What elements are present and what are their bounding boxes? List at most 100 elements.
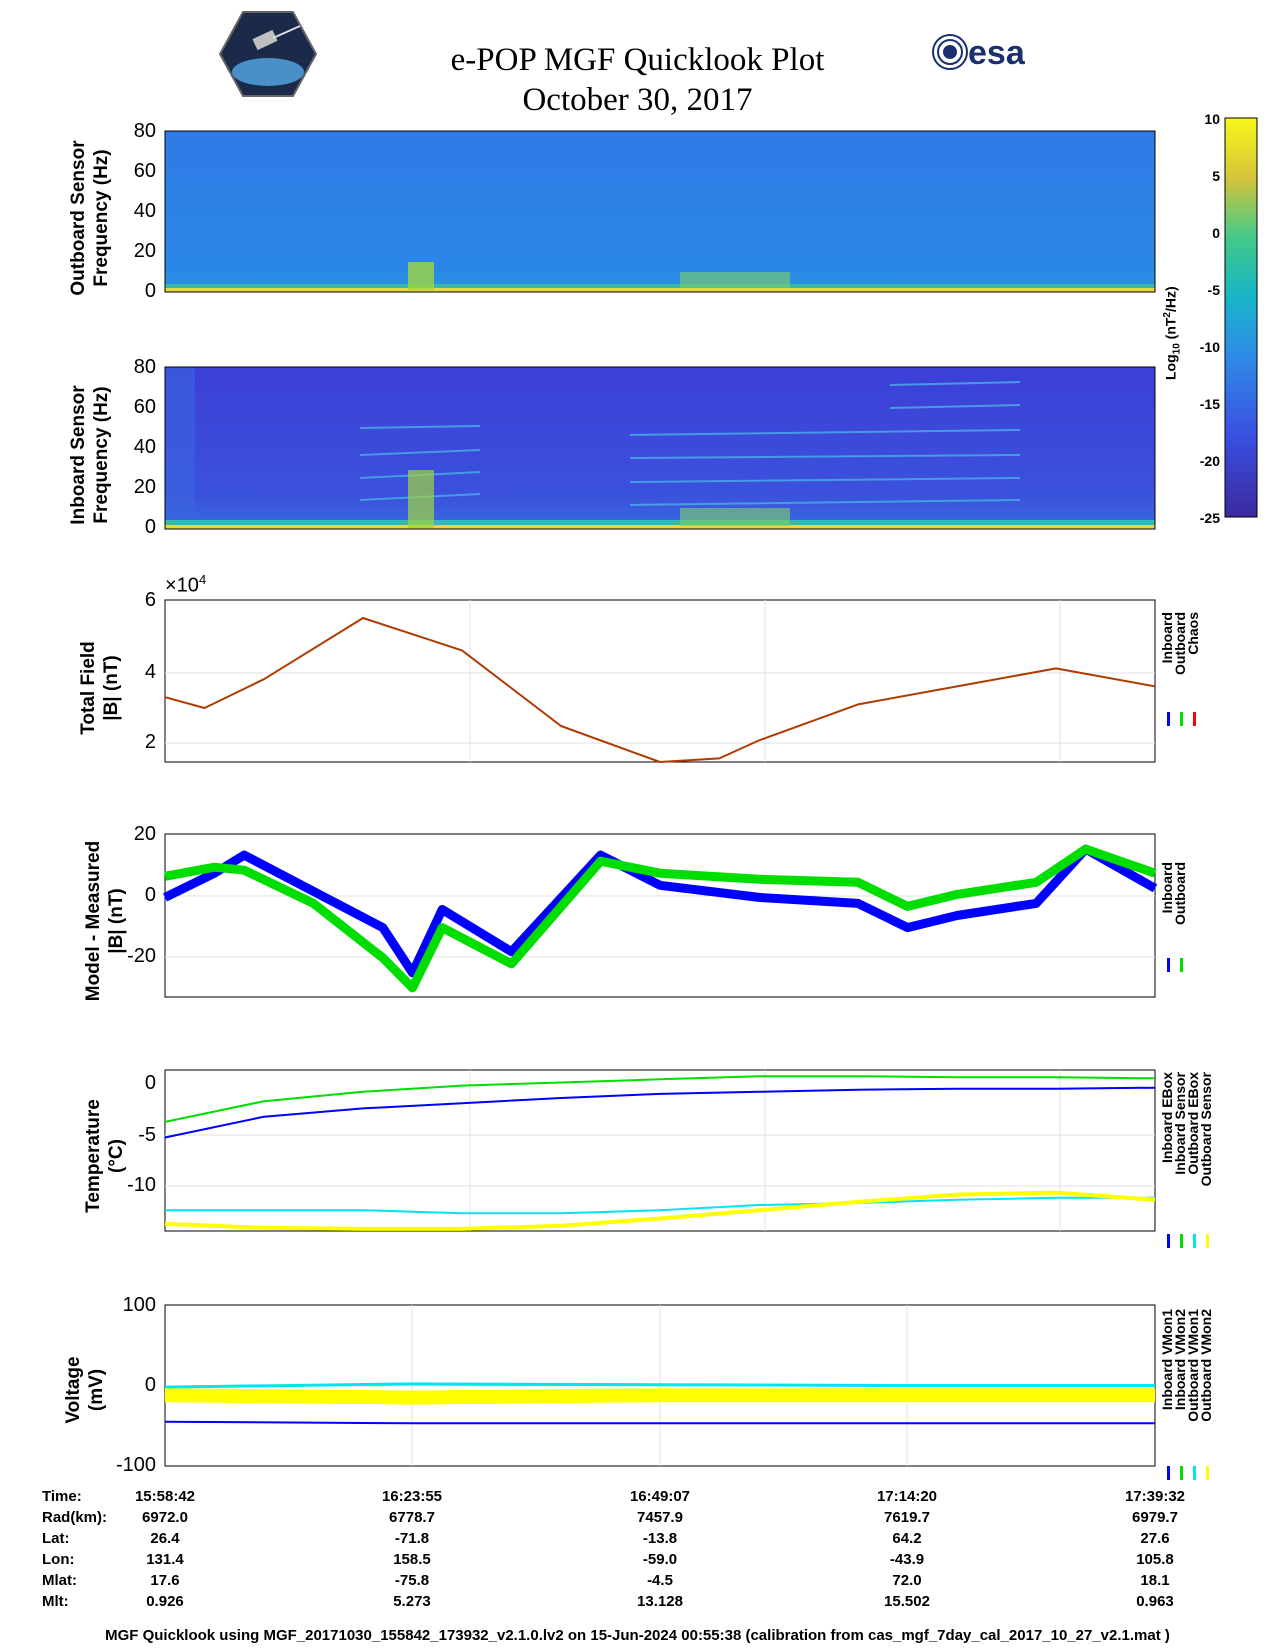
- inboard-tick: 60: [133, 396, 156, 418]
- total-tick: 2: [144, 731, 156, 753]
- model-legend-outboard: Outboard: [1172, 862, 1188, 925]
- series-inboard: [163, 844, 1158, 978]
- colorbar-tick: -5: [1207, 282, 1220, 298]
- ephem-label-lon: Lon:: [42, 1551, 75, 1568]
- ephem-value: 17:14:20: [876, 1488, 938, 1505]
- ephem-value: 105.8: [1136, 1551, 1174, 1568]
- total-tick: 6: [144, 589, 156, 611]
- ephem-label-time: Time:: [42, 1488, 82, 1505]
- ephem-value: 7619.7: [884, 1509, 930, 1526]
- legend-swatch: [1193, 712, 1196, 726]
- outboard-tick: 80: [133, 120, 156, 142]
- ephem-value: 16:49:07: [629, 1488, 691, 1505]
- colorbar-tick: -15: [1199, 396, 1220, 412]
- legend-swatch: [1193, 1234, 1196, 1248]
- voltage-tick: 0: [144, 1374, 156, 1396]
- ephem-value: 15.502: [884, 1593, 930, 1610]
- ephem-value: -43.9: [889, 1551, 925, 1568]
- legend-swatch: [1167, 958, 1170, 972]
- ephem-value: 6778.7: [389, 1509, 435, 1526]
- model-ylabel: Model - Measured |B| (nT): [83, 840, 127, 1002]
- colorbar-tick: 10: [1204, 111, 1220, 127]
- series-inboard-ebox: [164, 1086, 1156, 1139]
- outboard-tick: 60: [133, 160, 156, 182]
- outboard-tick: 20: [133, 240, 156, 262]
- colorbar-tick: -20: [1199, 453, 1220, 469]
- ephem-value: 26.4: [150, 1530, 180, 1547]
- legend-swatch: [1180, 712, 1183, 726]
- outboard-tick: 40: [133, 200, 156, 222]
- ephem-value: -13.8: [642, 1530, 678, 1547]
- series-chaos: [164, 617, 1156, 763]
- ephem-value: 17.6: [150, 1572, 180, 1589]
- ephem-value: 131.4: [146, 1551, 184, 1568]
- ephem-value: 6979.7: [1132, 1509, 1178, 1526]
- series-outboard: [164, 844, 1157, 993]
- inboard-tick: 20: [133, 476, 156, 498]
- total-exponent: ×104: [165, 572, 207, 597]
- colorbar-tick: 0: [1212, 225, 1220, 241]
- ephem-label-mlt: Mlt:: [42, 1593, 69, 1610]
- series-outboard-sensor: [164, 1190, 1156, 1231]
- temp-legend-outboard-sensor: Outboard Sensor: [1198, 1072, 1214, 1187]
- series-outboard-vmon1: [164, 1382, 1155, 1389]
- voltage-tick: 100: [122, 1294, 156, 1316]
- ephem-value: 7457.9: [637, 1509, 683, 1526]
- ephem-value: 6972.0: [142, 1509, 188, 1526]
- model-tick: -20: [127, 945, 156, 967]
- legend-swatch: [1167, 1466, 1170, 1480]
- ephem-value: 158.5: [393, 1551, 431, 1568]
- model-tick: 20: [133, 823, 156, 845]
- ephem-value: -71.8: [394, 1530, 430, 1547]
- series-outboard-vmon2: [164, 1388, 1155, 1405]
- colorbar-tick: -10: [1199, 339, 1220, 355]
- ephem-value: 0.926: [146, 1593, 184, 1610]
- ephem-value: -59.0: [642, 1551, 678, 1568]
- esa-logo: esa: [932, 34, 1026, 72]
- ephem-label-rad: Rad(km):: [42, 1509, 108, 1526]
- ephem-value: 27.6: [1140, 1530, 1170, 1547]
- esa-logo-text: esa: [968, 34, 1026, 72]
- legend-swatch: [1206, 1234, 1209, 1248]
- plot-date: October 30, 2017: [522, 82, 753, 118]
- ephem-value: -4.5: [647, 1572, 673, 1589]
- ephem-value: 15:58:42: [134, 1488, 196, 1505]
- total-legend-chaos: Chaos: [1185, 612, 1201, 655]
- temperature-ylabel: Temperature (°C): [83, 1099, 127, 1213]
- series-layer: [163, 617, 1158, 1425]
- footer-note: MGF Quicklook using MGF_20171030_155842_…: [105, 1627, 1170, 1644]
- temperature-tick: -10: [127, 1174, 156, 1196]
- legend-swatch: [1180, 1466, 1183, 1480]
- legend-swatch: [1180, 1234, 1183, 1248]
- ephem-value: 5.273: [393, 1593, 431, 1610]
- ephem-value: 72.0: [892, 1572, 922, 1589]
- ephem-value: 18.1: [1140, 1572, 1170, 1589]
- ephem-label-lat: Lat:: [42, 1530, 70, 1547]
- outboard-spectrogram: [164, 130, 1156, 293]
- colorbar-tick: 5: [1212, 168, 1220, 184]
- model-frame: [164, 833, 1156, 998]
- outboard-tick: 0: [144, 280, 156, 302]
- voltage-tick: -100: [115, 1454, 156, 1476]
- total-field-frame: [164, 599, 1156, 763]
- inboard-tick: 0: [144, 516, 156, 538]
- colorbar-tick: -25: [1199, 510, 1220, 526]
- colorbar-label: Log10 (nT2/Hz): [1162, 286, 1183, 380]
- plot-title: e-POP MGF Quicklook Plot: [450, 42, 825, 78]
- temperature-tick: -5: [138, 1124, 156, 1146]
- ephem-value: 13.128: [637, 1593, 683, 1610]
- colorbar: [1224, 117, 1258, 518]
- cassiope-logo: [218, 11, 318, 97]
- temperature-tick: 0: [144, 1072, 156, 1094]
- ephem-value: 64.2: [892, 1530, 922, 1547]
- ephem-label-mlat: Mlat:: [42, 1572, 77, 1589]
- legend-swatch: [1167, 712, 1170, 726]
- inboard-spectrogram: [164, 366, 1156, 530]
- ephem-value: 17:39:32: [1124, 1488, 1186, 1505]
- inboard-tick: 40: [133, 436, 156, 458]
- legend-swatch: [1193, 1466, 1196, 1480]
- model-tick: 0: [144, 884, 156, 906]
- legend-bars: [1167, 712, 1209, 1480]
- series-outboard-ebox: [165, 1196, 1155, 1215]
